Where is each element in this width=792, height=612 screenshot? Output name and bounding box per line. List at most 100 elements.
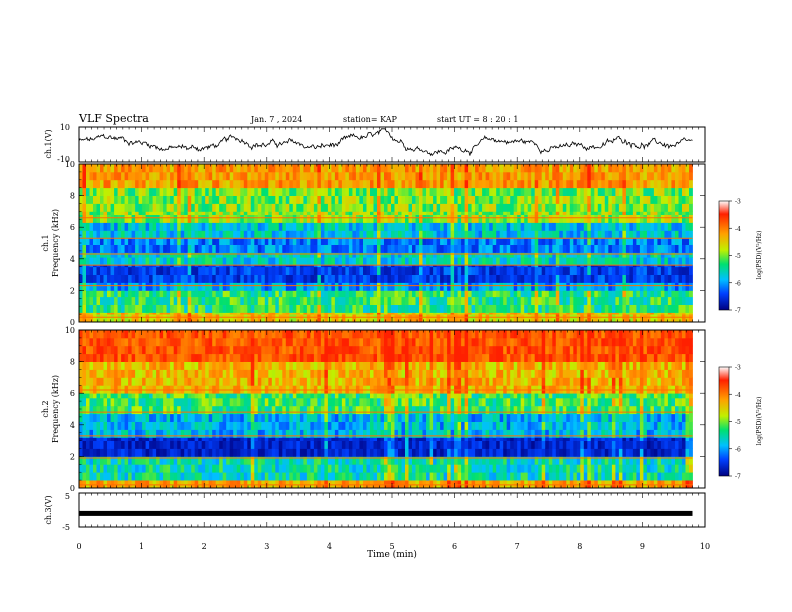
spectrogram-cell — [566, 203, 571, 212]
spectrogram-cell — [601, 266, 606, 275]
spectrogram-cell — [366, 187, 371, 196]
spectrogram-cell — [296, 179, 301, 189]
spectrogram-cell — [675, 222, 679, 231]
spectrogram-cell — [405, 187, 409, 196]
spectrogram-cell — [212, 187, 217, 196]
spectrogram-cell — [675, 244, 679, 253]
spectrogram-cell — [457, 222, 462, 231]
spectrogram-cell — [517, 296, 522, 305]
spectrogram-cell — [513, 290, 518, 298]
spectrogram-cell — [131, 330, 136, 339]
spectrogram-cell — [124, 265, 129, 268]
spectrogram-cell — [107, 369, 111, 378]
spectrogram-cell — [604, 265, 609, 268]
spectrogram-cell — [555, 312, 560, 315]
spectrogram-cell — [135, 385, 139, 394]
spectrogram-cell — [359, 171, 364, 181]
spectrogram-cell — [629, 179, 634, 189]
spectrogram-cell — [664, 266, 669, 275]
spectrogram-cell — [671, 230, 676, 239]
spectrogram-cell — [86, 330, 90, 339]
spectrogram-cell — [615, 314, 620, 323]
spectrogram-cell — [489, 266, 494, 275]
spectrogram-cell — [163, 179, 167, 189]
spectrogram-cell — [363, 244, 367, 253]
spectrogram-cell — [534, 314, 539, 323]
spectrogram-cell — [384, 211, 388, 215]
spectrogram-cell — [159, 238, 164, 245]
spectrogram-cell — [145, 480, 150, 489]
spectrogram-cell — [380, 257, 385, 266]
spectrogram-cell — [212, 296, 217, 305]
spectrogram-cell — [187, 164, 192, 173]
spectrogram-cell — [215, 312, 220, 315]
spectrogram-cell — [359, 265, 364, 268]
spectrogram-cell — [503, 314, 508, 323]
spectrogram-cell — [394, 312, 399, 315]
spectrogram-cell — [327, 203, 332, 212]
spectrogram-cell — [208, 312, 213, 315]
spectrogram-cell — [601, 187, 606, 196]
spectrogram-cell — [433, 314, 437, 323]
spectrogram-cell — [86, 472, 90, 481]
spectrogram-cell — [107, 257, 111, 266]
spectrogram-cell — [103, 214, 108, 223]
spectrogram-cell — [250, 171, 255, 181]
spectrogram-cell — [243, 257, 248, 266]
spectrogram-cell — [447, 265, 451, 268]
spectrogram-cell — [131, 361, 136, 370]
spectrogram-cell — [433, 238, 437, 245]
spectrogram-cell — [191, 252, 196, 258]
spectrogram-cell — [117, 296, 122, 305]
spectrogram-cell — [117, 257, 122, 266]
spectrogram-cell — [327, 195, 332, 204]
spectrogram-cell — [320, 252, 325, 258]
spectrogram-cell — [296, 252, 301, 258]
spectrogram-cell — [149, 369, 153, 378]
spectrogram-cell — [590, 257, 595, 266]
spectrogram-cell — [629, 274, 634, 283]
spectrogram-cell — [489, 304, 494, 313]
spectrogram-cell — [156, 282, 160, 291]
spectrogram-cell — [590, 171, 595, 181]
spectrogram-cell — [443, 257, 448, 266]
spectrogram-cell — [657, 312, 662, 315]
spectrogram-cell — [355, 187, 360, 196]
spectrogram-cell — [296, 195, 301, 204]
spectrogram-cell — [566, 214, 571, 223]
spectrogram-cell — [534, 238, 539, 245]
spectrogram-cell — [496, 179, 501, 189]
spectrogram-cell — [128, 179, 132, 189]
spectrogram-cell — [573, 257, 578, 266]
spectrogram-cell — [422, 222, 427, 231]
spectrogram-cell — [173, 164, 178, 173]
spectrogram-cell — [296, 266, 301, 275]
spectrogram-cell — [475, 257, 479, 266]
spectrogram-cell — [166, 266, 171, 275]
spectrogram-cell — [426, 230, 430, 239]
spectrogram-cell — [296, 244, 301, 253]
spectrogram-cell — [317, 290, 322, 298]
spectrogram-cell — [583, 244, 588, 253]
spectrogram-cell — [520, 257, 525, 266]
spectrogram-cell — [639, 164, 644, 173]
spectrogram-cell — [447, 203, 451, 212]
spectrogram-cell — [208, 211, 213, 215]
spectrogram-cell — [198, 171, 203, 181]
spectrogram-cell — [608, 214, 613, 223]
spectrogram-cell — [89, 429, 94, 438]
spectrogram-cell — [608, 282, 613, 291]
spectrogram-cell — [513, 171, 518, 181]
spectrogram-cell — [219, 304, 224, 313]
spectrogram-cell — [471, 171, 476, 181]
spectrogram-cell — [303, 304, 308, 313]
spectrogram-cell — [166, 274, 171, 283]
spectrogram-cell — [180, 304, 185, 313]
spectrogram-cell — [159, 405, 164, 415]
spectrogram-cell — [320, 274, 325, 283]
spectrogram-cell — [320, 238, 325, 245]
spectrogram-cell — [306, 266, 311, 275]
spectrogram-cell — [275, 195, 280, 204]
spectrogram-cell — [310, 312, 315, 315]
spectrogram-cell — [352, 266, 357, 275]
